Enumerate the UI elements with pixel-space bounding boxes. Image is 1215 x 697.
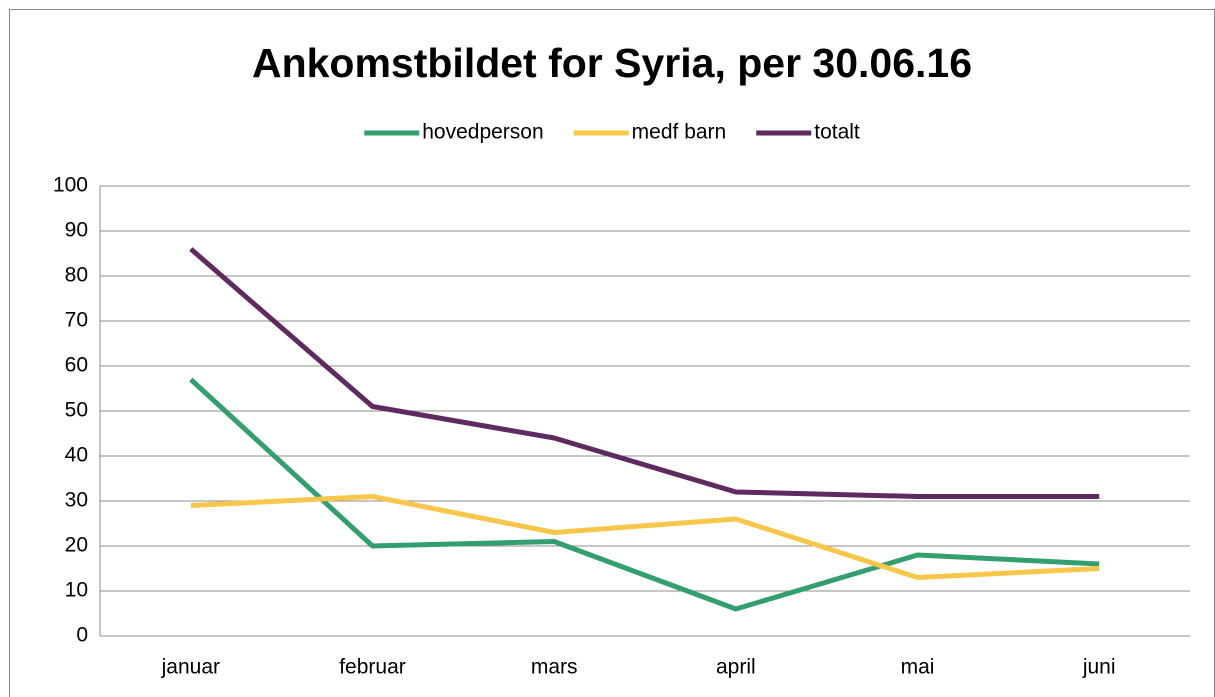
legend-label: hovedperson	[422, 121, 543, 144]
x-tick-label: mai	[901, 656, 935, 679]
y-tick-label: 30	[65, 489, 88, 512]
y-tick-label: 80	[65, 264, 88, 287]
y-tick-label: 0	[76, 624, 88, 647]
chart-title: Ankomstbildet for Syria, per 30.06.16	[252, 40, 972, 86]
y-tick-label: 10	[65, 579, 88, 602]
chart-border	[9, 9, 1215, 697]
x-tick-label: april	[716, 656, 756, 679]
y-tick-label: 90	[65, 219, 88, 242]
legend-label: totalt	[814, 121, 860, 144]
x-tick-label: januar	[161, 656, 220, 679]
y-tick-label: 20	[65, 534, 88, 557]
y-tick-label: 100	[53, 174, 88, 197]
series-line	[190, 494, 1100, 580]
y-tick-label: 40	[65, 444, 88, 467]
series-line	[189, 377, 1100, 612]
x-tick-label: februar	[339, 656, 406, 679]
y-tick-label: 70	[65, 309, 88, 332]
x-tick-label: mars	[531, 656, 578, 679]
y-tick-label: 60	[65, 354, 88, 377]
series-line	[189, 247, 1100, 499]
x-tick-label: juni	[1082, 656, 1116, 679]
legend-label: medf barn	[632, 121, 727, 144]
y-tick-label: 50	[65, 399, 88, 422]
